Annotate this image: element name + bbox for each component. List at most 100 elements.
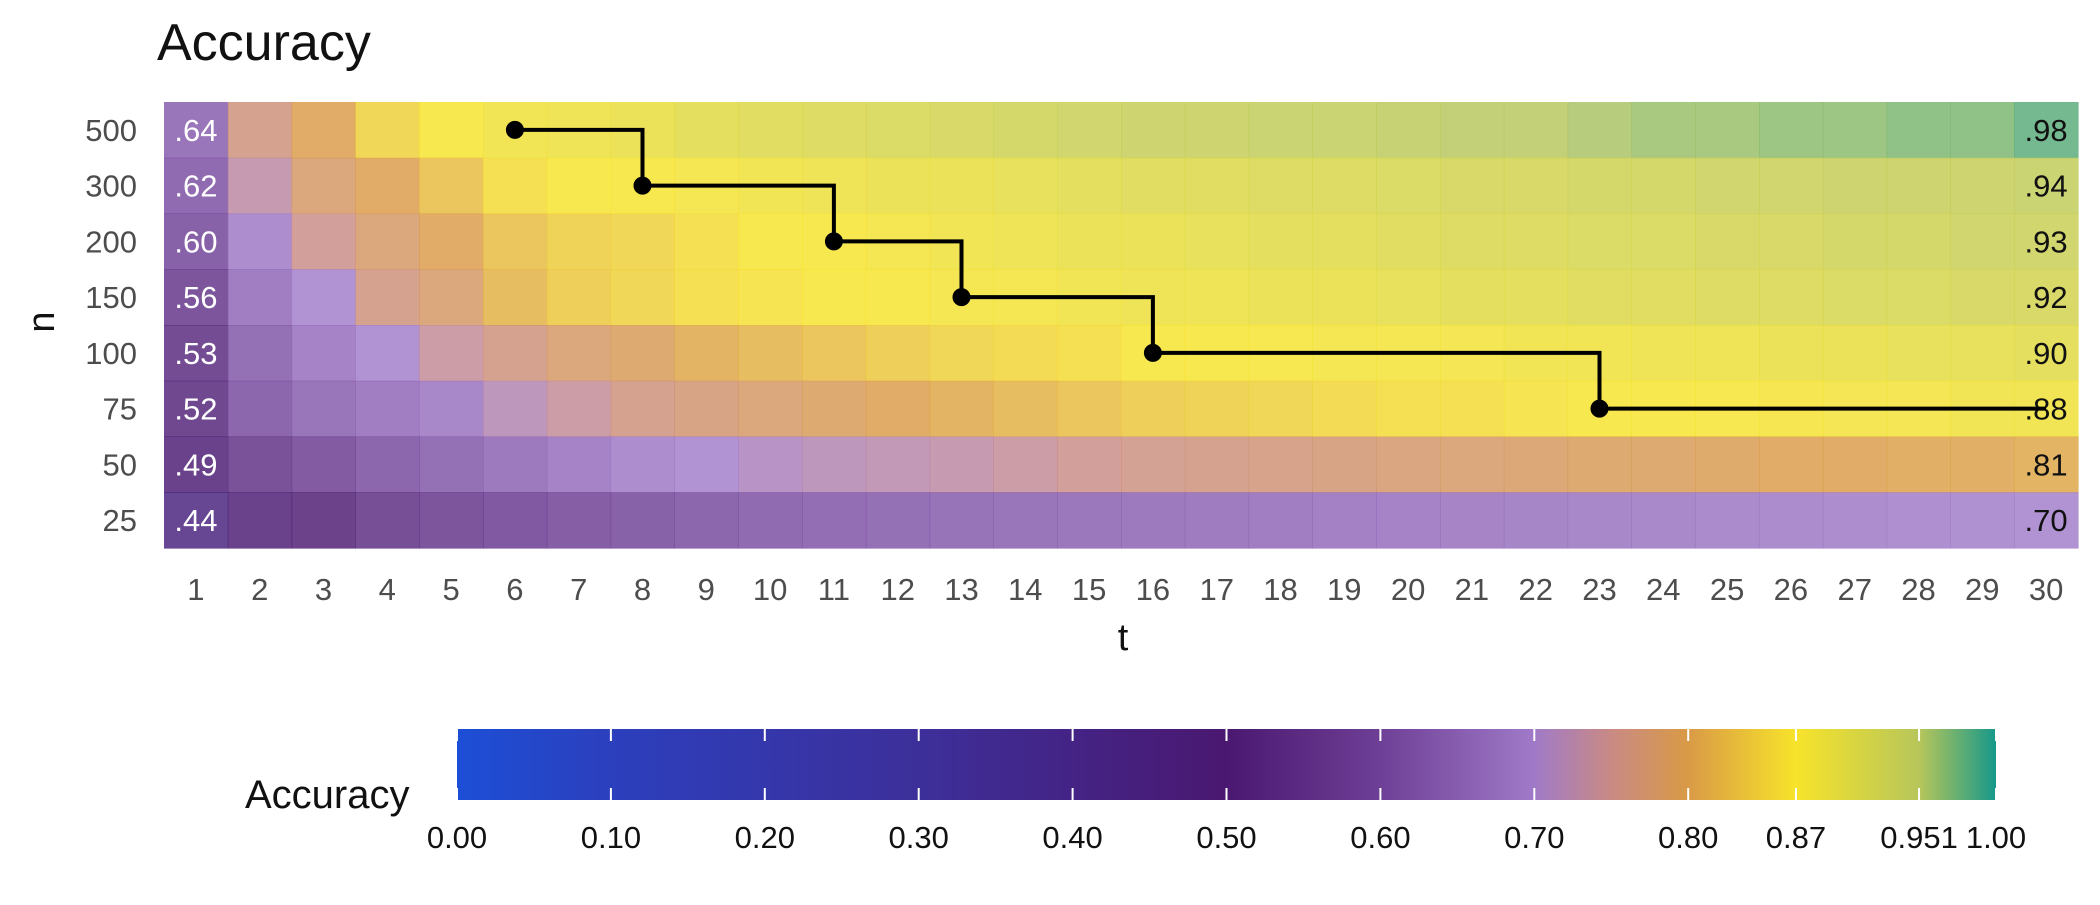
heatmap-cell	[1184, 380, 1250, 438]
heatmap-cell	[1886, 492, 1951, 549]
heatmap-cell	[1759, 157, 1824, 215]
heatmap-cell	[993, 157, 1058, 215]
heatmap-cell	[1312, 157, 1377, 215]
heatmap-cell	[2014, 157, 2079, 215]
heatmap-cell	[291, 102, 356, 159]
heatmap-cell	[1503, 436, 1569, 493]
heatmap-cell	[227, 157, 293, 215]
heatmap-cell	[1312, 102, 1377, 159]
heatmap-cell	[227, 492, 293, 549]
heatmap-cell	[738, 269, 803, 326]
heatmap-cell	[483, 492, 548, 549]
heatmap-cell	[419, 492, 484, 549]
heatmap-cell	[1057, 213, 1122, 270]
heatmap-cell	[1886, 436, 1951, 493]
heatmap-cell	[1057, 325, 1122, 382]
heatmap-cell	[1248, 492, 1313, 549]
heatmap-cell	[1822, 436, 1888, 493]
heatmap-cell	[355, 213, 420, 270]
x-tick-label: 24	[1646, 572, 1680, 607]
heatmap-cell	[164, 380, 229, 438]
heatmap-cell	[546, 213, 612, 270]
heatmap-cell	[865, 102, 931, 159]
heatmap-cell	[738, 492, 803, 549]
heatmap-cell	[291, 492, 356, 549]
heatmap-cell	[802, 269, 867, 326]
heatmap-cell	[1312, 436, 1377, 493]
heatmap-cell	[1631, 157, 1696, 215]
x-tick-label: 16	[1136, 572, 1170, 607]
heatmap-cell	[993, 325, 1058, 382]
legend-tick-label: 0.951	[1880, 820, 1958, 855]
y-axis-ticks: 500 300 200 150 100 75 50 25	[85, 113, 137, 538]
heatmap-cell	[802, 102, 867, 159]
heatmap-cell	[546, 269, 612, 326]
x-axis-title: t	[1118, 617, 1129, 659]
heatmap-cell	[1950, 102, 2015, 159]
optimal-step-path	[505, 120, 2047, 418]
heatmap-cell	[164, 492, 229, 549]
x-tick-label: 21	[1455, 572, 1489, 607]
legend-tick-label: 0.80	[1658, 820, 1718, 855]
heatmap-cell	[1184, 102, 1250, 159]
x-tick-label: 15	[1072, 572, 1106, 607]
legend-tick-label: 1.00	[1966, 820, 2026, 855]
heatmap-cell	[1631, 269, 1696, 326]
heatmap-cell	[738, 380, 803, 438]
legend-tick-label: 0.87	[1766, 820, 1826, 855]
heatmap-cell	[1376, 380, 1441, 438]
legend-tick-label: 0.40	[1042, 820, 1102, 855]
heatmap-cell	[993, 436, 1058, 493]
heatmap-cell	[1184, 436, 1250, 493]
heatmap-cell	[1376, 213, 1441, 270]
heatmap-cell	[929, 492, 994, 549]
heatmap-cell	[1822, 102, 1888, 159]
heatmap-cell	[291, 269, 356, 326]
heatmap-cell	[355, 436, 420, 493]
heatmap-cell	[1631, 213, 1696, 270]
heatmap-cell	[1886, 325, 1951, 382]
heatmap-cell	[227, 380, 293, 438]
heatmap-cell	[1057, 380, 1122, 438]
cell-label-last-column: .98	[2025, 113, 2068, 148]
x-tick-label: 28	[1901, 572, 1935, 607]
heatmap-cell	[2014, 269, 2079, 326]
heatmap-cell	[355, 102, 420, 159]
heatmap-cell	[1057, 492, 1122, 549]
heatmap-cell	[1440, 492, 1505, 549]
step-path-point	[505, 120, 524, 139]
heatmap-cell	[993, 380, 1058, 438]
heatmap-cell	[1886, 157, 1951, 215]
heatmap-cell	[1950, 213, 2015, 270]
x-tick-label: 4	[379, 572, 396, 607]
heatmap-cell	[1184, 213, 1250, 270]
heatmap-cell	[227, 325, 293, 382]
heatmap-cell	[2014, 213, 2079, 270]
heatmap-cell	[419, 102, 484, 159]
x-tick-label: 30	[2029, 572, 2063, 607]
heatmap-cell	[227, 269, 293, 326]
heatmap-cell	[610, 436, 675, 493]
cell-label-last-column: .94	[2025, 169, 2068, 204]
y-tick-label: 100	[85, 336, 137, 371]
cell-label-first-column: .52	[174, 392, 217, 427]
heatmap-cell	[1886, 213, 1951, 270]
y-tick-label: 25	[103, 503, 137, 538]
step-path-point	[824, 232, 843, 251]
heatmap-cell	[1822, 325, 1888, 382]
legend-tick-label: 0.50	[1196, 820, 1256, 855]
legend-tick-label: 0.10	[581, 820, 641, 855]
heatmap-cell	[1248, 157, 1313, 215]
heatmap-cell	[674, 325, 739, 382]
x-tick-label: 12	[880, 572, 914, 607]
heatmap-cell	[929, 436, 994, 493]
heatmap-cell	[1057, 157, 1122, 215]
heatmap-cell	[610, 269, 675, 326]
legend-tick-label: 0.00	[427, 820, 487, 855]
x-tick-label: 14	[1008, 572, 1042, 607]
heatmap-cell	[227, 436, 293, 493]
heatmap-cell	[1503, 269, 1569, 326]
heatmap-cell	[1057, 102, 1122, 159]
heatmap-cell	[1567, 157, 1632, 215]
heatmap-cell	[164, 269, 229, 326]
